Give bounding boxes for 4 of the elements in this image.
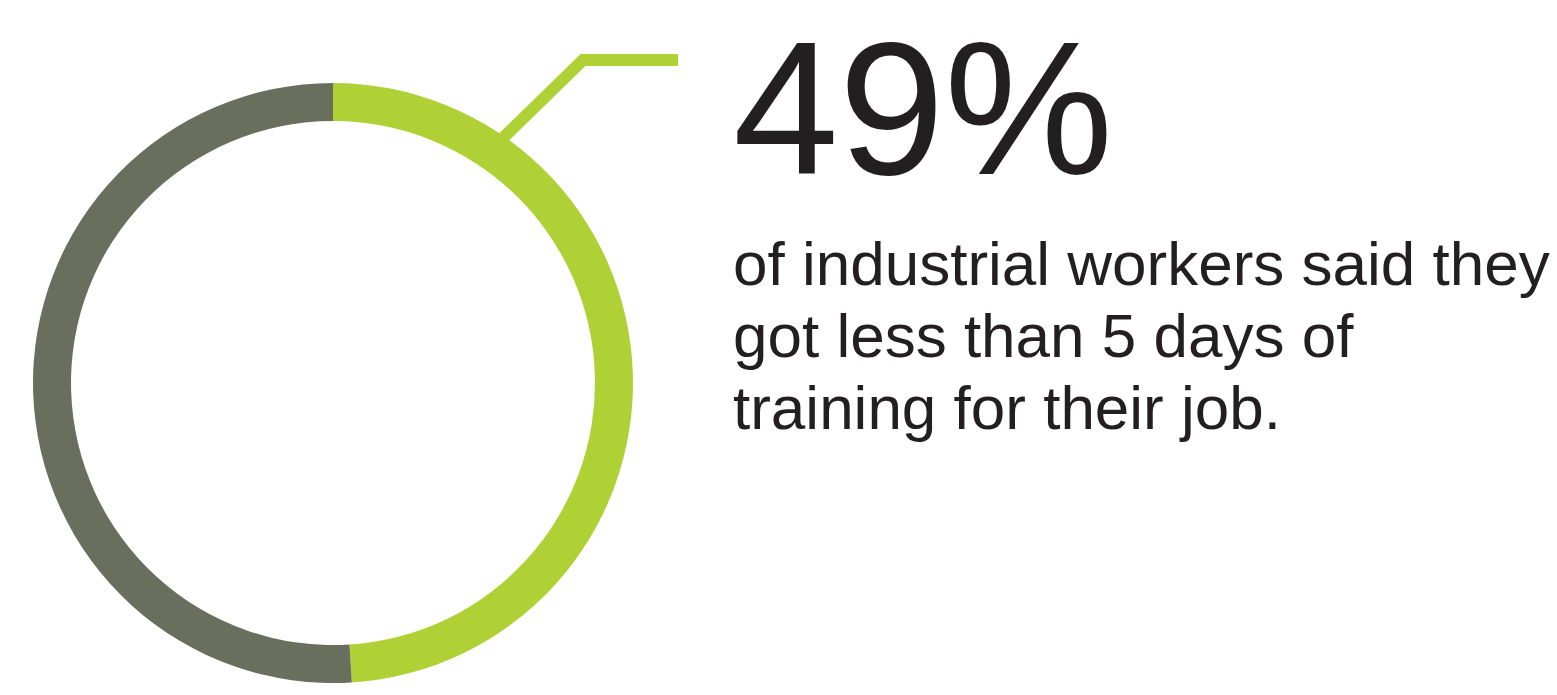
donut-slice bbox=[33, 83, 352, 683]
donut-slice bbox=[333, 83, 633, 683]
text: of industrial workers said they got less than 5 days of training for their job. bbox=[733, 228, 1551, 444]
data-label: 49% bbox=[733, 2, 1115, 214]
